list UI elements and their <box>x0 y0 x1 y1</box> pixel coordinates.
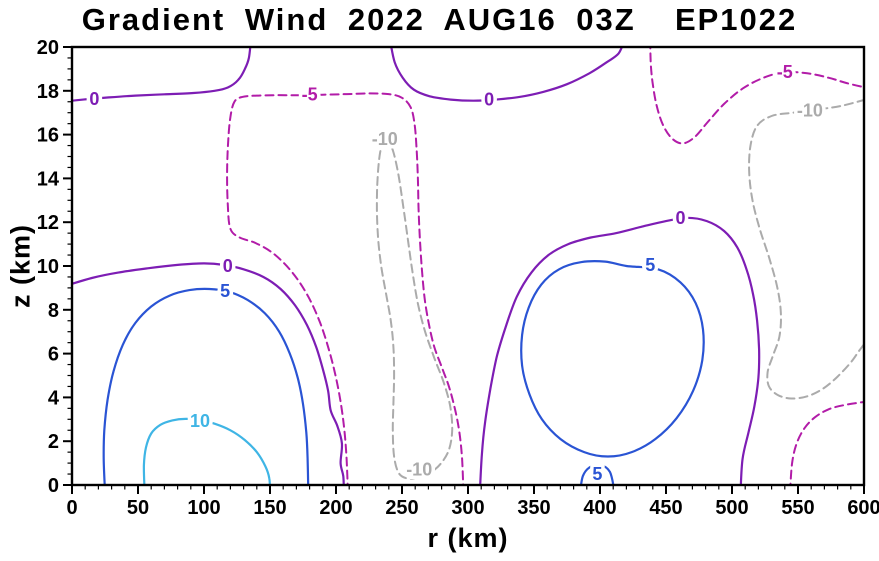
contour-neg5-band <box>226 92 465 485</box>
y-tick-label: 4 <box>48 387 60 409</box>
y-tick-label: 2 <box>48 431 59 453</box>
y-tick-label: 0 <box>48 475 59 497</box>
x-tick-label: 100 <box>187 497 220 519</box>
x-tick-label: 150 <box>253 497 286 519</box>
y-tick-label: 14 <box>37 168 60 190</box>
contour-five-dome <box>102 287 310 485</box>
contour-neg5-top-right <box>649 47 864 145</box>
contour-ten-dome <box>142 417 271 485</box>
y-tick-label: 16 <box>37 125 59 147</box>
contour-zero-arch <box>479 216 761 485</box>
x-tick-label: 450 <box>649 497 682 519</box>
y-tick-label: 20 <box>37 37 59 59</box>
contour-label-5: 5 <box>592 464 602 484</box>
y-tick-labels: 0 2 4 6 8 10 12 14 16 18 20 <box>37 37 60 497</box>
y-tick-label: 6 <box>48 344 59 366</box>
contour-label--5: -5 <box>777 62 793 82</box>
contour-label-5: 5 <box>645 255 655 275</box>
contour-label-0: 0 <box>484 90 494 110</box>
chart-title: Gradient Wind 2022 AUG16 03Z EP1022 <box>81 2 798 37</box>
y-tick-label: 10 <box>37 256 59 278</box>
contour-label-0: 0 <box>223 256 233 276</box>
y-tick-label: 12 <box>37 212 59 234</box>
x-axis-label: r (km) <box>427 523 509 553</box>
contour-zero-top-left <box>72 47 252 102</box>
contour-label--10: -10 <box>406 460 432 480</box>
contour-neg10-right <box>748 98 864 400</box>
axis-ticks <box>63 46 865 494</box>
contour-five-oval <box>520 260 705 458</box>
x-tick-labels: 0 50 100 150 200 250 300 350 400 450 500 550 600 <box>66 497 879 519</box>
contour-neg10-center <box>375 137 454 480</box>
x-tick-label: 50 <box>127 497 149 519</box>
contour-label--5: -5 <box>302 85 318 105</box>
contour-zero-dome <box>72 262 345 485</box>
x-tick-label: 500 <box>715 497 748 519</box>
x-tick-label: 350 <box>517 497 550 519</box>
x-tick-label: 550 <box>781 497 814 519</box>
contour-label-10: 10 <box>190 411 210 431</box>
x-tick-label: 400 <box>583 497 616 519</box>
contour-label-0: 0 <box>89 89 99 109</box>
x-tick-label: 200 <box>319 497 352 519</box>
x-tick-label: 600 <box>847 497 879 519</box>
x-tick-label: 300 <box>451 497 484 519</box>
contour-lines <box>72 47 864 485</box>
y-tick-label: 8 <box>48 300 59 322</box>
contour-label-5: 5 <box>220 281 230 301</box>
y-tick-label: 18 <box>37 81 59 103</box>
contour-label-0: 0 <box>675 208 685 228</box>
contour-label--10: -10 <box>797 101 823 121</box>
contour-five-bottom <box>579 463 615 485</box>
contour-neg5-bottom-right <box>789 400 864 485</box>
x-tick-label: 0 <box>66 497 77 519</box>
x-tick-label: 250 <box>385 497 418 519</box>
contour-label--10: -10 <box>372 129 398 149</box>
contour-zero-top-center <box>390 47 624 102</box>
